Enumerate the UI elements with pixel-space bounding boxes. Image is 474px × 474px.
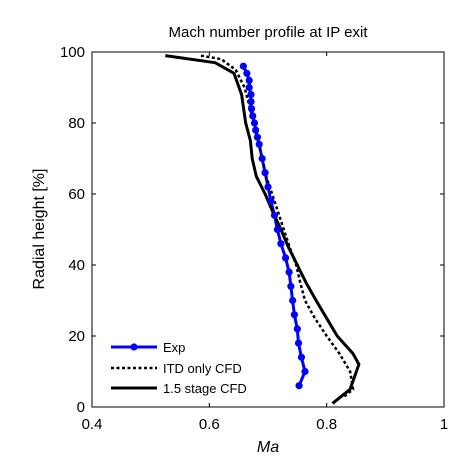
y-tick-label: 40 (68, 257, 85, 274)
legend-label-exp: Exp (163, 340, 185, 355)
data-point-exp (273, 225, 281, 234)
series-markers (239, 62, 309, 390)
plot-area-frame (91, 51, 445, 408)
y-tick-label: 100 (60, 44, 85, 61)
data-point-exp (247, 105, 256, 113)
legend-label-1-5-stage: 1.5 stage CFD (163, 381, 247, 396)
data-point-exp (285, 268, 293, 276)
data-point-exp (289, 296, 297, 305)
data-point-exp (270, 211, 279, 219)
legend-marker-exp (130, 343, 138, 351)
data-point-exp (261, 169, 269, 177)
legend: Exp ITD only CFD 1.5 stage CFD (106, 337, 247, 396)
data-point-exp (267, 197, 275, 205)
data-point-exp (277, 240, 285, 248)
data-point-exp (250, 119, 259, 127)
data-point-exp (245, 83, 253, 92)
data-point-exp (249, 112, 257, 120)
series-line-itd-only-cfd (200, 54, 355, 398)
data-point-exp (301, 367, 309, 376)
data-point-exp (287, 282, 295, 290)
y-tick-label: 60 (68, 186, 85, 203)
y-axis-ticks: 0 20 40 60 80 100 (60, 44, 444, 416)
data-point-exp (243, 69, 251, 77)
data-point-exp (253, 133, 262, 141)
y-tick-label: 80 (68, 115, 85, 132)
x-axis-label: Ma (257, 439, 279, 456)
data-point-exp (258, 154, 266, 163)
y-tick-label: 0 (77, 399, 85, 416)
x-tick-label: 0.4 (82, 416, 103, 433)
y-tick-label: 20 (68, 328, 85, 345)
data-point-exp (282, 254, 290, 262)
data-point-exp (245, 76, 253, 84)
data-point-exp (294, 339, 303, 347)
x-tick-label: 1 (440, 416, 448, 433)
y-axis-label: Radial height [%] (31, 169, 48, 290)
x-tick-label: 0.6 (199, 416, 220, 433)
data-point-exp (239, 62, 247, 70)
data-point-exp (252, 126, 260, 134)
x-axis-ticks: 0.4 0.6 0.8 1 (82, 52, 448, 433)
legend-label-itd: ITD only CFD (163, 361, 242, 376)
data-point-exp (247, 91, 255, 99)
chart-title: Mach number profile at IP exit (169, 24, 369, 41)
data-point-exp (295, 382, 303, 390)
data-point-exp (290, 311, 298, 319)
data-point-exp (297, 353, 306, 361)
data-point-exp (255, 140, 263, 148)
data-point-exp (247, 98, 255, 106)
data-point-exp (293, 325, 301, 333)
data-point-exp (264, 183, 272, 191)
x-tick-label: 0.8 (316, 416, 337, 433)
